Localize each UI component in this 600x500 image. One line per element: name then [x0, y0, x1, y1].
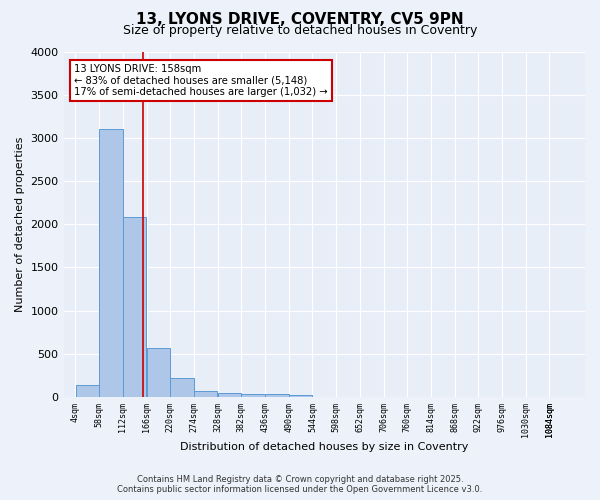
Text: 13, LYONS DRIVE, COVENTRY, CV5 9PN: 13, LYONS DRIVE, COVENTRY, CV5 9PN: [136, 12, 464, 28]
Bar: [123, 218, 146, 397]
Bar: [218, 393, 241, 397]
Bar: [265, 394, 289, 397]
Bar: [99, 130, 122, 397]
Bar: [241, 394, 265, 397]
Bar: [76, 385, 99, 397]
Bar: [146, 348, 170, 397]
Bar: [170, 378, 194, 397]
Text: 13 LYONS DRIVE: 158sqm
← 83% of detached houses are smaller (5,148)
17% of semi-: 13 LYONS DRIVE: 158sqm ← 83% of detached…: [74, 64, 328, 97]
Bar: [194, 391, 217, 397]
Bar: [289, 396, 313, 397]
Text: Contains HM Land Registry data © Crown copyright and database right 2025.
Contai: Contains HM Land Registry data © Crown c…: [118, 474, 482, 494]
X-axis label: Distribution of detached houses by size in Coventry: Distribution of detached houses by size …: [180, 442, 469, 452]
Y-axis label: Number of detached properties: Number of detached properties: [15, 136, 25, 312]
Text: Size of property relative to detached houses in Coventry: Size of property relative to detached ho…: [123, 24, 477, 37]
